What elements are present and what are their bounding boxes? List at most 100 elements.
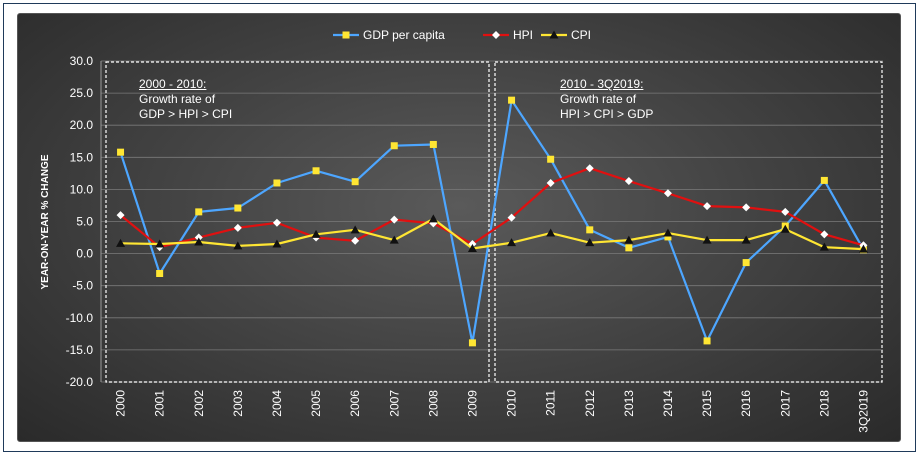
data-point-gdp-per-capita xyxy=(117,148,125,156)
data-point-cpi xyxy=(585,238,595,247)
data-point-hpi xyxy=(663,189,672,198)
legend-label-hpi: HPI xyxy=(513,28,533,42)
data-point-cpi xyxy=(350,225,360,234)
data-point-gdp-per-capita xyxy=(508,96,516,104)
data-point-hpi xyxy=(546,178,555,187)
series-markers xyxy=(116,96,868,347)
annotation-2010-2019: 2010 - 3Q2019: Growth rate of HPI > CPI … xyxy=(560,77,653,122)
data-point-cpi xyxy=(116,238,126,247)
data-point-cpi xyxy=(624,235,634,244)
y-axis-label: YEAR-ON-YEAR % CHANGE xyxy=(40,154,51,289)
data-point-gdp-per-capita xyxy=(234,204,242,212)
data-point-hpi xyxy=(624,177,633,186)
x-tick-label: 2008 xyxy=(426,390,440,417)
legend-marker-hpi xyxy=(492,31,500,39)
data-point-hpi xyxy=(703,202,712,211)
data-point-cpi xyxy=(780,224,790,233)
annotation-line: GDP > HPI > CPI xyxy=(139,107,233,121)
data-point-cpi xyxy=(546,228,556,237)
y-tick-label: 25.0 xyxy=(70,86,94,100)
data-point-cpi xyxy=(311,229,321,238)
legend-label-gdp-per-capita: GDP per capita xyxy=(363,28,445,42)
data-point-gdp-per-capita xyxy=(820,176,828,184)
data-point-gdp-per-capita xyxy=(468,339,476,347)
data-point-hpi xyxy=(742,203,751,212)
annotation-line: Growth rate of xyxy=(560,92,637,106)
x-tick-label: 3Q2019 xyxy=(856,390,870,433)
series-line-cpi xyxy=(120,217,864,251)
data-point-hpi xyxy=(585,164,594,173)
data-point-cpi xyxy=(819,242,829,251)
data-point-cpi xyxy=(467,243,477,252)
x-tick-label: 2002 xyxy=(192,390,206,417)
chart-panel xyxy=(17,13,901,442)
x-tick-label: 2009 xyxy=(465,390,479,417)
data-point-cpi xyxy=(272,239,282,248)
data-point-gdp-per-capita xyxy=(351,178,359,186)
data-point-cpi xyxy=(233,241,243,250)
data-point-hpi xyxy=(390,215,399,224)
data-point-hpi xyxy=(781,207,790,216)
data-point-gdp-per-capita xyxy=(703,337,711,345)
data-point-hpi xyxy=(233,223,242,232)
data-point-gdp-per-capita xyxy=(429,140,437,148)
data-point-gdp-per-capita xyxy=(195,208,203,216)
x-tick-label: 2005 xyxy=(309,390,323,417)
y-tick-label: 20.0 xyxy=(70,118,94,132)
data-point-cpi xyxy=(663,228,673,237)
series-line-hpi xyxy=(119,167,864,249)
x-tick-label: 2001 xyxy=(153,390,167,417)
y-tick-label: -5.0 xyxy=(72,279,93,293)
series-line-gdp-per-capita xyxy=(119,99,865,344)
series-lines xyxy=(119,99,865,344)
x-tick-label: 2003 xyxy=(231,390,245,417)
data-point-gdp-per-capita xyxy=(664,233,672,241)
annotation-period: 2000 - 2010: xyxy=(139,77,207,91)
annotation-line: Growth rate of xyxy=(139,92,216,106)
y-tick-label: 5.0 xyxy=(76,215,93,229)
data-point-cpi xyxy=(741,235,751,244)
legend-marker-gdp-per-capita xyxy=(342,31,350,39)
data-point-gdp-per-capita xyxy=(586,226,594,234)
data-point-gdp-per-capita xyxy=(390,142,398,150)
data-point-cpi xyxy=(507,238,517,247)
data-point-gdp-per-capita xyxy=(312,167,320,175)
data-point-hpi xyxy=(272,218,281,227)
x-tick-label: 2007 xyxy=(387,390,401,417)
legend-label-cpi: CPI xyxy=(571,28,591,42)
data-point-hpi xyxy=(820,230,829,239)
x-tick-label: 2015 xyxy=(700,390,714,417)
data-point-gdp-per-capita xyxy=(547,155,555,163)
data-point-gdp-per-capita xyxy=(742,259,750,267)
y-tick-label: -15.0 xyxy=(66,343,94,357)
x-tick-label: 2012 xyxy=(583,390,597,417)
data-point-gdp-per-capita xyxy=(273,179,281,187)
data-point-hpi xyxy=(116,211,125,220)
x-axis: 2000 2001 2002 2003 2004 2005 2006 2007 2008 2009… xyxy=(114,390,871,433)
x-tick-label: 2011 xyxy=(544,390,558,416)
x-tick-label: 2000 xyxy=(114,390,128,417)
legend: GDP per capita HPI CPI xyxy=(333,28,591,42)
x-tick-label: 2013 xyxy=(622,390,636,417)
x-tick-label: 2004 xyxy=(270,390,284,417)
period-box-2000-2010 xyxy=(105,61,490,383)
period-box-2010-2019 xyxy=(494,61,883,383)
y-tick-label: 30.0 xyxy=(70,54,94,68)
annotation-2000-2010: 2000 - 2010: Growth rate of GDP > HPI > … xyxy=(139,77,232,122)
period-boxes xyxy=(105,61,883,383)
data-point-cpi xyxy=(858,244,868,253)
x-tick-label: 2016 xyxy=(739,390,753,417)
x-tick-label: 2017 xyxy=(778,390,792,417)
y-tick-label: 0.0 xyxy=(76,247,93,261)
y-axis: 30.0 25.0 20.0 15.0 10.0 5.0 0.0 -5.0 -10.0 -15.0… xyxy=(66,54,102,389)
data-point-cpi xyxy=(702,235,712,244)
data-point-hpi xyxy=(351,236,360,245)
x-tick-label: 2014 xyxy=(661,390,675,417)
y-tick-label: 10.0 xyxy=(70,182,94,196)
legend-marker-cpi xyxy=(549,30,559,39)
x-tick-label: 2006 xyxy=(348,390,362,417)
data-point-cpi xyxy=(389,235,399,244)
y-tick-label: -20.0 xyxy=(66,375,94,389)
data-point-gdp-per-capita xyxy=(625,244,633,252)
